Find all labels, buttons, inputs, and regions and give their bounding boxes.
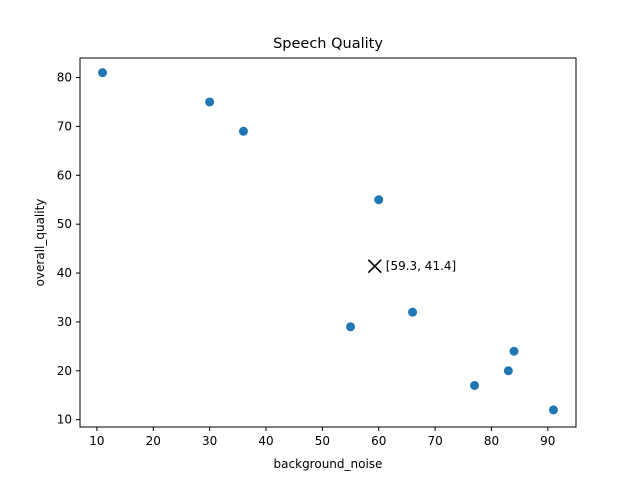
x-tick-label: 60 bbox=[371, 434, 386, 448]
plot-frame bbox=[79, 57, 577, 428]
marker-x-icon bbox=[367, 259, 382, 274]
plot-area: [59.3, 41.4] bbox=[98, 68, 558, 415]
y-tick-label: 80 bbox=[57, 71, 72, 85]
marker-annotation: [59.3, 41.4] bbox=[386, 259, 456, 273]
x-tick-label: 70 bbox=[427, 434, 442, 448]
chart-title: Speech Quality bbox=[273, 36, 383, 52]
y-tick-label: 50 bbox=[57, 217, 72, 231]
data-point bbox=[503, 366, 513, 376]
x-tick-label: 40 bbox=[258, 434, 273, 448]
x-tick-label: 30 bbox=[202, 434, 217, 448]
x-axis-label: background_noise bbox=[274, 457, 383, 471]
data-point bbox=[346, 322, 356, 332]
data-point bbox=[509, 346, 519, 356]
y-tick-label: 60 bbox=[57, 168, 72, 182]
x-axis: 10 20 30 40 50 60 70 80 90 bbox=[89, 427, 555, 448]
data-point bbox=[470, 380, 480, 390]
y-axis: 10 20 30 40 50 60 70 80 bbox=[57, 71, 80, 427]
y-axis-label: overall_quality bbox=[33, 199, 47, 287]
y-tick-label: 10 bbox=[57, 413, 72, 427]
x-tick-label: 90 bbox=[540, 434, 555, 448]
data-point bbox=[238, 126, 248, 136]
x-tick-label: 80 bbox=[484, 434, 499, 448]
x-tick-label: 50 bbox=[315, 434, 330, 448]
x-tick-label: 20 bbox=[146, 434, 161, 448]
x-tick-label: 10 bbox=[89, 434, 104, 448]
y-tick-label: 40 bbox=[57, 266, 72, 280]
y-tick-label: 30 bbox=[57, 315, 72, 329]
y-tick-label: 70 bbox=[57, 119, 72, 133]
data-point bbox=[98, 68, 108, 78]
data-point bbox=[548, 405, 558, 415]
data-point bbox=[408, 307, 418, 317]
y-tick-label: 20 bbox=[57, 364, 72, 378]
data-point bbox=[205, 97, 215, 107]
data-point bbox=[374, 195, 384, 205]
